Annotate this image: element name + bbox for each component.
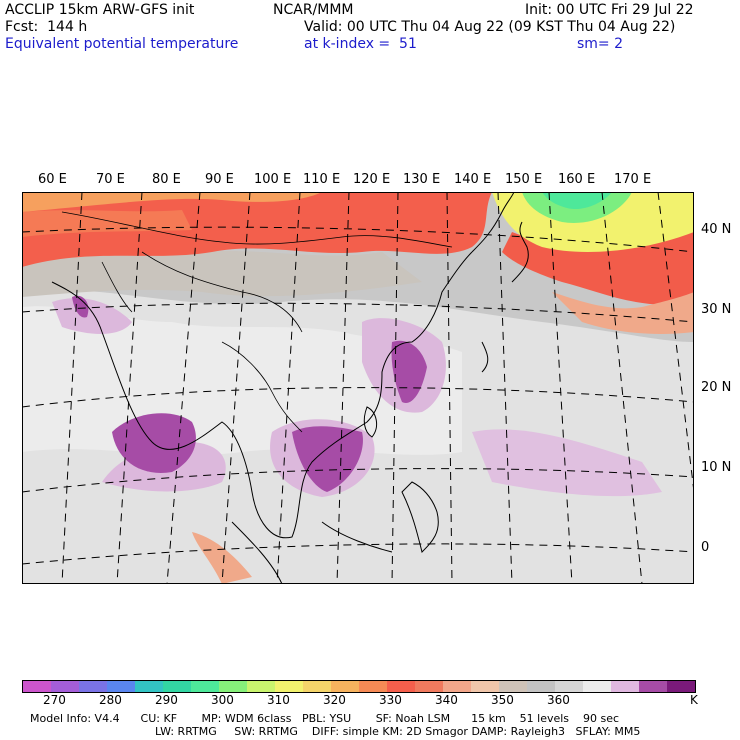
theta-e-map (22, 192, 694, 584)
organization-label: NCAR/MMM (273, 2, 354, 18)
field-salmon-east (552, 292, 694, 334)
lat-label-0: 0 (701, 540, 710, 555)
model-title: ACCLIP 15km ARW-GFS init (5, 2, 195, 18)
lon-label-100e: 100 E (254, 172, 292, 187)
colorbar-swatch (23, 681, 51, 692)
lon-label-140e: 140 E (454, 172, 492, 187)
field-purple-india (112, 413, 196, 473)
field-lavender-pacific (472, 429, 662, 497)
colorbar-unit: K (690, 693, 698, 707)
level-index: at k-index = 51 (304, 36, 417, 52)
field-name: Equivalent potential temperature (5, 36, 239, 52)
field-orange-north (22, 192, 322, 212)
field-tan-gray (22, 249, 422, 297)
field-red-north (22, 192, 492, 267)
colorbar-swatch (555, 681, 583, 692)
graticule (22, 192, 694, 584)
model-info-line2: LW: RRTMG SW: RRTMG DIFF: simple KM: 2D … (155, 725, 641, 738)
colorbar-swatch (163, 681, 191, 692)
colorbar-swatch (219, 681, 247, 692)
colorbar-swatch (359, 681, 387, 692)
colorbar-swatch (303, 681, 331, 692)
field-lavender-west (52, 298, 132, 334)
colorbar-label-270: 270 (43, 693, 66, 707)
colorbar-label-320: 320 (323, 693, 346, 707)
field-salmon-sumatra (192, 532, 252, 584)
colorbar-swatch (107, 681, 135, 692)
colorbar-swatch (331, 681, 359, 692)
colorbar-label-350: 350 (491, 693, 514, 707)
model-info-line1: Model Info: V4.4 CU: KF MP: WDM 6class P… (30, 712, 620, 725)
colorbar-label-330: 330 (379, 693, 402, 707)
lon-label-90e: 90 E (205, 172, 234, 187)
colorbar-label-310: 310 (267, 693, 290, 707)
lon-label-70e: 70 E (96, 172, 125, 187)
lat-label-40n: 40 N (701, 222, 732, 237)
coastlines (51, 192, 529, 584)
field-purple-west (72, 295, 89, 318)
field-white-central (22, 306, 462, 455)
colorbar-swatch (583, 681, 611, 692)
smoothing-label: sm= 2 (577, 36, 624, 52)
colorbar-swatch (51, 681, 79, 692)
field-purple-indochina (292, 426, 363, 492)
colorbar-swatch (79, 681, 107, 692)
lat-label-10n: 10 N (701, 460, 732, 475)
colorbar-label-290: 290 (155, 693, 178, 707)
colorbar-swatch (527, 681, 555, 692)
lon-label-110e: 110 E (303, 172, 341, 187)
lat-label-30n: 30 N (701, 302, 732, 317)
lon-label-80e: 80 E (152, 172, 181, 187)
colorbar-swatch (471, 681, 499, 692)
lat-label-20n: 20 N (701, 380, 732, 395)
colorbar-swatch (135, 681, 163, 692)
lon-label-170e: 170 E (614, 172, 652, 187)
colorbar-swatch (275, 681, 303, 692)
colorbar-swatch (667, 681, 695, 692)
map-frame (22, 192, 694, 584)
lon-label-130e: 130 E (403, 172, 441, 187)
lon-label-160e: 160 E (558, 172, 596, 187)
lon-label-150e: 150 E (505, 172, 543, 187)
lon-label-60e: 60 E (38, 172, 67, 187)
colorbar-swatch (247, 681, 275, 692)
valid-time: Valid: 00 UTC Thu 04 Aug 22 (09 KST Thu … (304, 19, 676, 35)
colorbar-label-300: 300 (211, 693, 234, 707)
field-cyan-northeast (542, 192, 612, 210)
colorbar-swatch (387, 681, 415, 692)
lon-label-120e: 120 E (353, 172, 391, 187)
colorbar-swatch (191, 681, 219, 692)
country-borders (61, 211, 453, 433)
colorbar-swatch (611, 681, 639, 692)
colorbar-swatch (415, 681, 443, 692)
forecast-hour: Fcst: 144 h (5, 19, 88, 35)
colorbar-label-340: 340 (435, 693, 458, 707)
colorbar-label-280: 280 (99, 693, 122, 707)
colorbar-swatch (443, 681, 471, 692)
init-time: Init: 00 UTC Fri 29 Jul 22 (525, 2, 694, 18)
colorbar-swatch (499, 681, 527, 692)
colorbar-swatch (639, 681, 667, 692)
colorbar (22, 680, 696, 693)
colorbar-label-360: 360 (547, 693, 570, 707)
